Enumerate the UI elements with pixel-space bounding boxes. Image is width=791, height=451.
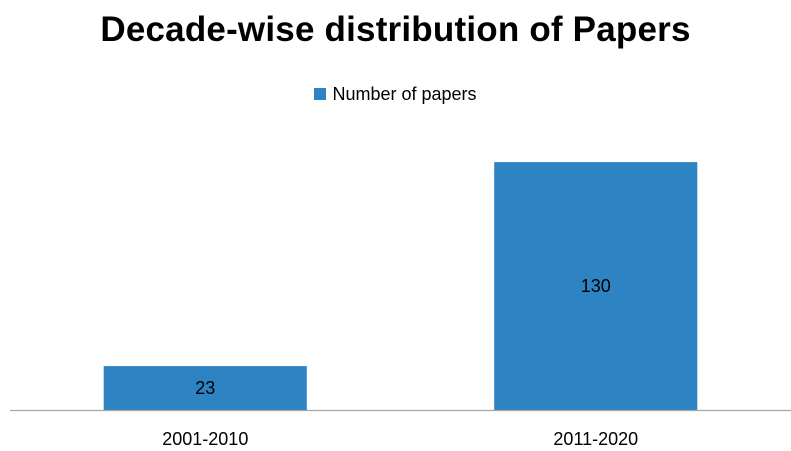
legend: Number of papers [0,82,791,106]
legend-swatch [314,88,327,100]
bar-2001-2010 [103,366,307,410]
data-label-2011-2020: 130 [581,276,611,296]
category-label-2001-2010: 2001-2010 [162,429,248,449]
data-label-2001-2010: 23 [195,378,215,398]
chart-title: Decade-wise distribution of Papers [100,10,691,49]
category-label-2011-2020: 2011-2020 [553,429,638,449]
legend-label: Number of papers [332,83,477,104]
bar-2011-2020 [494,162,698,410]
